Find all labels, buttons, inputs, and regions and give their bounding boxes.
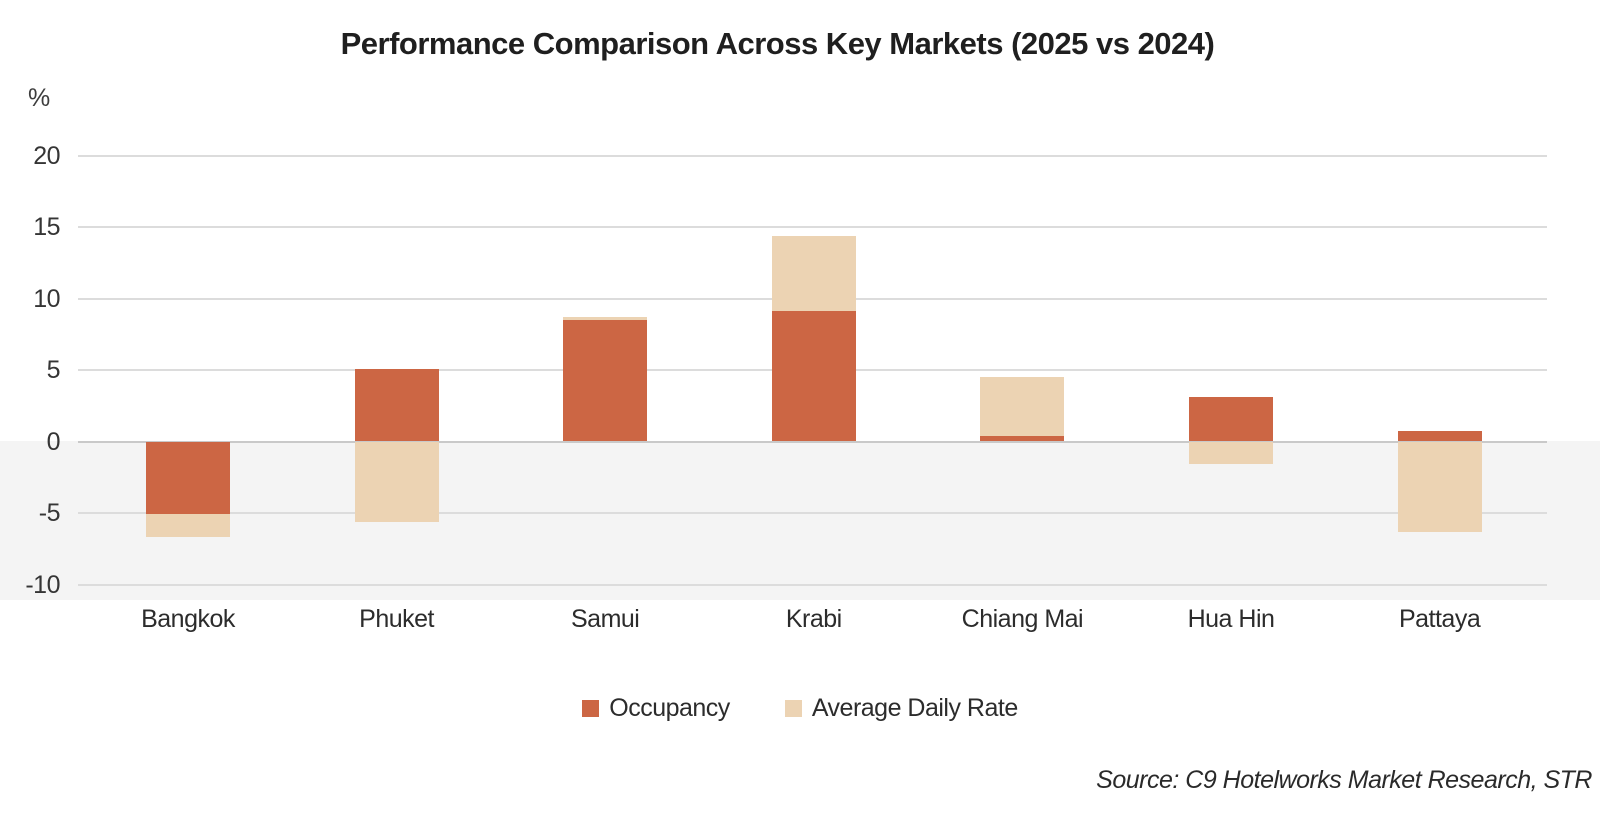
x-label-samui: Samui xyxy=(571,605,640,633)
bar-pattaya-average-daily-rate xyxy=(1397,441,1482,532)
average-daily-rate-swatch-icon xyxy=(784,700,802,717)
y-axis-unit-label: % xyxy=(28,84,51,112)
bar-hua-hin-average-daily-rate xyxy=(1189,441,1273,465)
y-tick--10: -10 xyxy=(25,570,60,599)
bar-pattaya-occupancy xyxy=(1397,431,1482,442)
y-tick--5: -5 xyxy=(38,499,61,527)
x-label-hua-hin: Hua Hin xyxy=(1187,605,1275,633)
legend: Occupancy Average Daily Rate xyxy=(0,694,1600,723)
occupancy-swatch-icon xyxy=(582,700,600,717)
legend-label-occupancy: Occupancy xyxy=(609,694,730,722)
bar-samui-average-daily-rate xyxy=(563,317,648,320)
legend-item-average-daily-rate: Average Daily Rate xyxy=(784,694,1018,723)
gridline--10 xyxy=(78,583,1547,586)
chart-title: Performance Comparison Across Key Market… xyxy=(340,26,1215,61)
gridline-15 xyxy=(78,226,1547,228)
bar-bangkok-average-daily-rate xyxy=(146,514,230,538)
legend-label-average-daily-rate: Average Daily Rate xyxy=(811,694,1018,722)
source-attribution: Source: C9 Hotelworks Market Research, S… xyxy=(1096,766,1592,794)
y-tick-0: 0 xyxy=(46,427,61,456)
bar-phuket-occupancy xyxy=(354,368,439,442)
x-label-chiang-mai: Chiang Mai xyxy=(961,605,1084,633)
gridline--5 xyxy=(78,512,1547,514)
bar-phuket-average-daily-rate xyxy=(354,441,439,522)
gridline-0 xyxy=(78,440,1547,443)
gridline-20 xyxy=(78,154,1547,157)
x-label-bangkok: Bangkok xyxy=(141,605,235,633)
y-tick-20: 20 xyxy=(33,141,60,170)
y-tick-10: 10 xyxy=(33,284,60,313)
bar-samui-occupancy xyxy=(563,319,648,442)
bar-chiang-mai-occupancy xyxy=(980,435,1065,442)
bar-krabi-average-daily-rate xyxy=(771,235,856,312)
y-tick-15: 15 xyxy=(33,213,60,241)
negative-region-band xyxy=(0,441,1600,600)
bar-krabi-occupancy xyxy=(771,311,856,442)
bar-bangkok-occupancy xyxy=(146,441,230,515)
bar-chiang-mai-average-daily-rate xyxy=(980,377,1065,436)
y-tick-5: 5 xyxy=(46,356,61,384)
bar-hua-hin-occupancy xyxy=(1189,397,1273,442)
x-label-phuket: Phuket xyxy=(359,605,435,633)
x-label-pattaya: Pattaya xyxy=(1398,605,1481,633)
legend-item-occupancy: Occupancy xyxy=(582,694,730,723)
x-label-krabi: Krabi xyxy=(785,605,842,633)
